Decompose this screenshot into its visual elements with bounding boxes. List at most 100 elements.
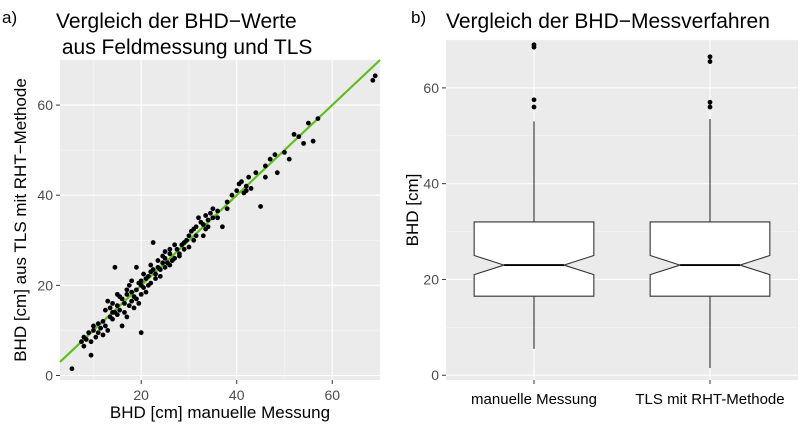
scatter-point	[224, 199, 230, 205]
scatter-point	[267, 156, 273, 162]
outlier-point	[707, 104, 713, 110]
scatter-point	[167, 251, 173, 257]
scatter-point	[196, 215, 201, 221]
scatter-point	[98, 325, 103, 331]
scatter-point	[248, 186, 254, 191]
y-tick-label: 60	[423, 80, 439, 96]
scatter-point	[219, 224, 225, 230]
scatter-point	[239, 179, 244, 185]
boxplot-panel: b) Vergleich der BHD−Messverfahren manue…	[403, 8, 798, 408]
boxplot-box-0	[473, 42, 595, 349]
scatter-point	[86, 330, 92, 336]
scatter-point	[153, 276, 158, 281]
scatter-point	[129, 298, 135, 304]
scatter-point	[81, 343, 87, 349]
boxplot-y-ticks: 0 20 40 60	[423, 80, 446, 383]
notched-box	[649, 221, 771, 297]
scatter-points	[69, 73, 378, 372]
scatter-point	[229, 192, 235, 198]
scatter-point	[215, 208, 221, 214]
outlier-point	[531, 97, 537, 103]
scatter-point	[117, 307, 123, 313]
scatter-point	[102, 307, 108, 313]
scatter-point	[114, 291, 120, 297]
scatter-point	[274, 170, 280, 176]
scatter-point	[258, 204, 263, 209]
panel-a-title-line-2: aus Feldmessung und TLS	[56, 36, 312, 59]
scatter-point	[262, 163, 268, 169]
scatter-point	[122, 300, 127, 306]
outlier-point	[531, 104, 537, 110]
y-tick-label: 0	[431, 367, 439, 383]
boxplot-boxes	[473, 42, 771, 369]
scatter-point	[110, 316, 115, 322]
scatter-point	[167, 246, 173, 252]
scatter-point	[150, 267, 156, 272]
scatter-point	[262, 174, 268, 180]
scatter-point	[203, 213, 209, 218]
panel-a-title-line-1: Vergleich der BHD−Werte	[56, 10, 297, 33]
scatter-point	[193, 233, 199, 239]
scatter-point	[172, 242, 178, 248]
panel-a-tag: a)	[2, 8, 17, 27]
scatter-point	[160, 253, 166, 259]
scatter-point	[186, 244, 192, 250]
outlier-point	[531, 42, 537, 48]
scatter-point	[112, 309, 118, 315]
scatter-point	[370, 77, 376, 83]
scatter-point	[100, 319, 106, 324]
scatter-point	[105, 298, 111, 304]
scatter-point	[88, 352, 94, 358]
panel-b-tag: b)	[411, 8, 426, 27]
scatter-point	[181, 246, 187, 252]
scatter-point	[243, 188, 249, 194]
scatter-point	[91, 328, 96, 333]
scatter-point	[134, 287, 139, 293]
category-label-1: TLS mit RHT-Methode	[635, 391, 784, 408]
y-tick-label: 0	[45, 367, 53, 383]
scatter-point	[224, 206, 230, 212]
scatter-point	[315, 116, 321, 121]
scatter-point	[172, 255, 178, 261]
category-label-0: manuelle Messung	[471, 391, 597, 408]
scatter-point	[291, 131, 297, 137]
scatter-point	[272, 152, 278, 158]
scatter-point	[107, 305, 113, 311]
x-tick-label: 60	[324, 387, 340, 403]
scatter-point	[126, 282, 132, 288]
scatter-point	[253, 170, 259, 176]
scatter-point	[162, 264, 168, 270]
y-tick-label: 60	[37, 97, 53, 113]
scatter-x-axis-label: BHD [cm] manuelle Messung	[110, 403, 330, 422]
scatter-point	[119, 323, 125, 329]
scatter-point	[145, 273, 151, 279]
scatter-point	[129, 278, 135, 284]
scatter-point	[191, 237, 197, 243]
scatter-point	[186, 233, 192, 239]
scatter-grid	[60, 59, 381, 380]
scatter-point	[138, 278, 144, 284]
scatter-point	[145, 282, 151, 288]
scatter-point	[372, 73, 378, 79]
scatter-y-ticks: 0 20 40 60	[37, 97, 60, 383]
scatter-point	[131, 305, 137, 311]
scatter-x-ticks: 20 40 60	[133, 380, 340, 403]
scatter-point	[157, 273, 163, 279]
scatter-point	[69, 366, 75, 372]
scatter-point	[91, 323, 96, 329]
scatter-point	[114, 303, 120, 309]
scatter-point	[200, 233, 206, 239]
outlier-point	[707, 59, 713, 64]
scatter-point	[95, 321, 101, 327]
scatter-point	[124, 314, 130, 320]
scatter-point	[110, 300, 115, 306]
y-tick-label: 20	[423, 271, 439, 287]
scatter-point	[301, 140, 306, 146]
scatter-point	[126, 303, 132, 309]
scatter-point	[165, 260, 170, 266]
scatter-point	[138, 291, 144, 297]
y-tick-label: 40	[37, 187, 53, 203]
boxplot-y-axis-label: BHD [cm]	[403, 174, 422, 247]
scatter-point	[200, 222, 206, 227]
scatter-point	[160, 260, 166, 266]
